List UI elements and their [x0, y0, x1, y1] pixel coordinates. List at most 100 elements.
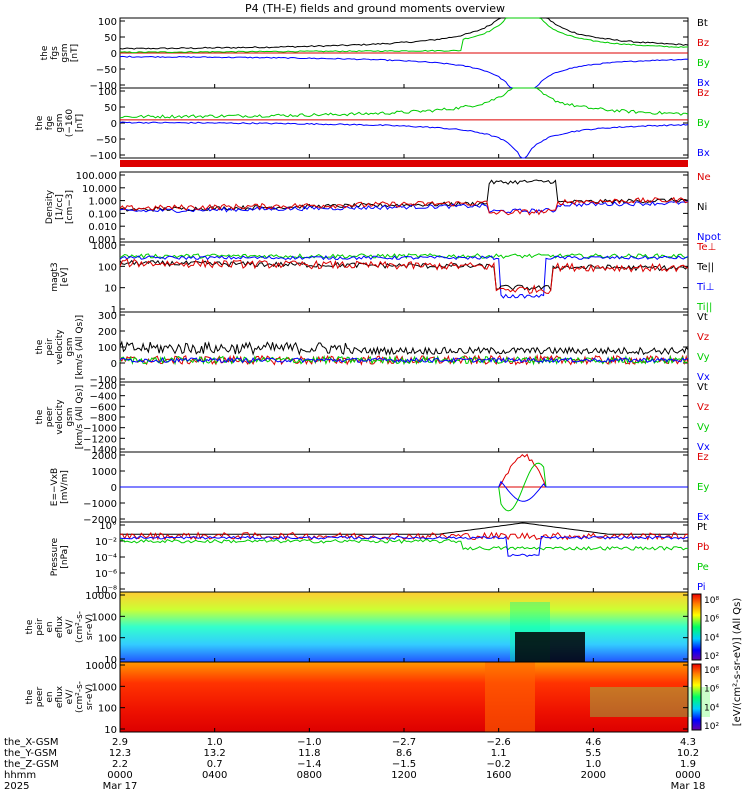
legend-entry: Vz [697, 332, 709, 343]
y-axis-label: en [45, 691, 55, 702]
x-axis-value: −1.5 [392, 759, 416, 770]
pe-line [119, 538, 688, 551]
y-tick-label: 10 [104, 284, 117, 295]
y-tick-label: −1200 [83, 434, 117, 445]
y-tick-label: 10.000 [82, 184, 117, 195]
pi-line [119, 535, 689, 557]
y-tick-label: −1400 [83, 445, 117, 456]
y-tick-label: −1000 [83, 424, 117, 435]
y-axis-label: [eV] [60, 268, 70, 287]
y-axis-label: the [25, 689, 35, 704]
x-axis-value: 4.3 [680, 737, 696, 748]
y-tick-label: −50 [96, 65, 117, 76]
x-axis-value: 1200 [391, 770, 416, 781]
y-axis-label: en [45, 621, 55, 632]
y-tick-label: 50 [104, 33, 117, 44]
x-axis-value: 0000 [675, 770, 700, 781]
y-tick-label: 200 [98, 327, 117, 338]
legend-entry: Vx [697, 372, 710, 383]
ion-spectrogram [120, 592, 688, 662]
legend-entry: Pb [697, 542, 709, 553]
legend-entry: Ey [697, 482, 709, 493]
x-axis-value: −2.6 [487, 737, 511, 748]
y-tick-label: 100 [98, 704, 117, 715]
colorbar [691, 593, 702, 661]
y-axis-label: peer [35, 686, 45, 707]
y-axis-label: eV/ [65, 689, 75, 705]
teperp-line [119, 258, 689, 295]
legend-entry: Ex [697, 512, 709, 523]
x-axis-value: 0000 [107, 770, 132, 781]
electron-spectrogram [120, 662, 688, 732]
ez-line [120, 453, 688, 488]
y-tick-label: 100 [98, 343, 117, 354]
y-axis-label: gsm [65, 407, 75, 426]
y-tick-label: −400 [90, 392, 117, 403]
vx-line [119, 356, 689, 364]
x-axis-value: 1.9 [680, 759, 696, 770]
y-axis-label: fgs [50, 46, 60, 60]
y-tick-label: 10 [104, 725, 117, 736]
colorbar-tick-label: 10⁶ [704, 685, 719, 695]
colorbar-tick-label: 10⁸ [704, 666, 719, 676]
legend-entry: Ti|| [696, 302, 712, 313]
legend-entry: Te|| [696, 262, 714, 273]
bt-line [119, 17, 689, 50]
x-axis-value: 5.5 [585, 748, 601, 759]
x-axis-value: 10.2 [677, 748, 699, 759]
x-axis-value: −0.2 [487, 759, 511, 770]
by-line [119, 87, 689, 119]
colorbar-tick-label: 10² [704, 652, 719, 662]
colorbar-tick-label: 10⁶ [704, 615, 719, 625]
y-tick-label: 1000 [92, 682, 117, 693]
legend-entry: Vy [697, 352, 710, 363]
x-axis-value: 0800 [297, 770, 322, 781]
x-axis-value: 11.8 [298, 748, 320, 759]
y-tick-label: 100 [98, 262, 117, 273]
x-axis-value: 4.6 [585, 737, 601, 748]
colorbar-tick-label: 10⁸ [704, 596, 719, 606]
x-axis-value: Mar 18 [671, 781, 706, 792]
legend-entry: Te⊥ [696, 242, 716, 253]
legend-entry: Bt [697, 18, 708, 29]
legend-entry: Vt [697, 382, 708, 393]
legend-entry: Ez [697, 452, 709, 463]
y-tick-label: 0.010 [88, 222, 117, 233]
legend-entry: Bz [697, 88, 709, 99]
y-tick-label: −100 [90, 81, 117, 92]
legend-entry: Bx [697, 148, 710, 159]
y-axis-label: eflux [55, 615, 65, 638]
y-tick-label: −2000 [83, 515, 117, 526]
y-tick-label: −1000 [83, 499, 117, 510]
y-axis-label: [nT] [75, 114, 85, 132]
x-axis-row-label: the_Z-GSM [4, 759, 59, 770]
y-tick-label: 0 [111, 119, 117, 130]
x-axis-row-label: hhmm [4, 770, 36, 781]
legend-entry: Pe [697, 562, 709, 573]
legend-entry: Bz [697, 38, 709, 49]
y-axis-label: the [35, 409, 45, 424]
y-axis-label: (cm²-s- [75, 611, 85, 643]
x-axis-value: Mar 17 [103, 781, 138, 792]
y-tick-label: 100 [98, 634, 117, 645]
y-tick-label: −100 [90, 375, 117, 386]
y-axis-label: [km/s (All Qs)] [75, 315, 85, 379]
y-axis-label: [mV/m] [60, 470, 70, 504]
y-axis-label: [km/s (All Qs)] [75, 385, 85, 449]
page-title: P4 (TH-E) fields and ground moments over… [245, 2, 505, 15]
legend-entry: Pt [697, 522, 707, 533]
y-tick-label: −200 [90, 381, 117, 392]
y-tick-label: 1000 [92, 467, 117, 478]
y-tick-label: 1.000 [88, 197, 117, 208]
y-axis-label: peir [35, 618, 45, 636]
y-axis-label: [cm−3] [65, 190, 75, 224]
y-axis-label: eV/ [65, 619, 75, 635]
y-tick-label: 50 [104, 103, 117, 114]
x-axis-row-label: 2025 [4, 781, 29, 792]
ne-line [119, 196, 689, 216]
x-axis-value: −2.7 [392, 737, 416, 748]
y-axis-label: Density [45, 189, 55, 224]
y-axis-label: gsm [60, 43, 70, 62]
y-tick-label: 10000 [85, 591, 117, 602]
